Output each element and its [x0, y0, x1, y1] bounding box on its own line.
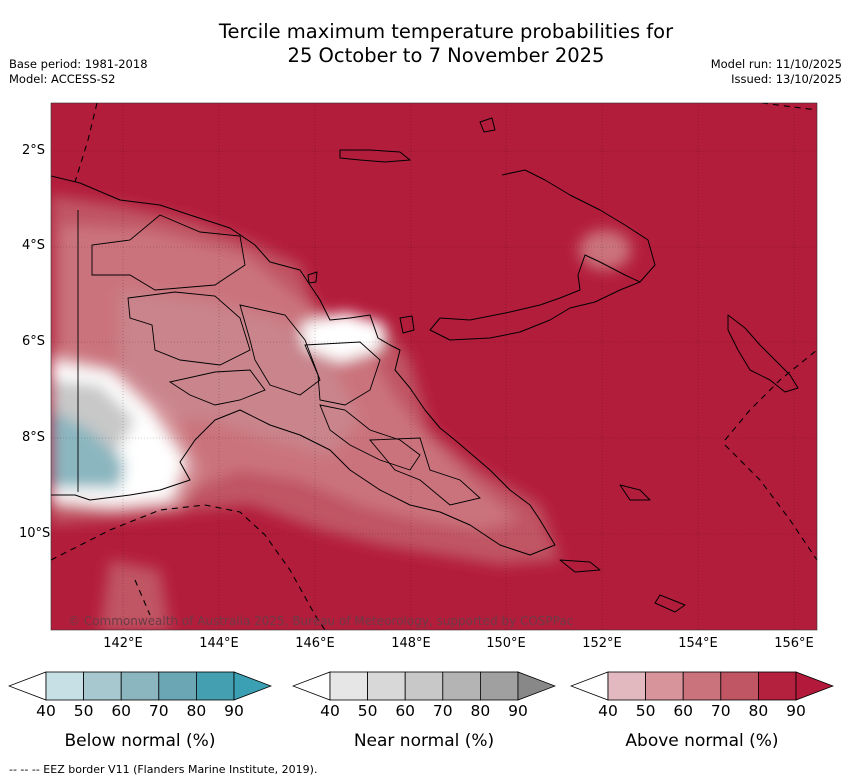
legend-below-normal: 40 50 60 70 80 90 Below normal (%) — [8, 670, 272, 751]
colorbar-segment — [479, 671, 519, 701]
longitude-label: 152°E — [582, 636, 622, 651]
legend-near-normal: 40 50 60 70 80 90 Near normal (%) — [292, 670, 556, 751]
colorbar-high-extension — [795, 671, 834, 701]
colorbar-low-extension — [570, 671, 609, 701]
tick-label: 80 — [186, 702, 207, 720]
title-line-1: Tercile maximum temperature probabilitie… — [218, 20, 674, 43]
province-borders — [77, 210, 481, 506]
coastlines — [51, 117, 799, 613]
colorbar-segment — [757, 671, 797, 701]
tick-label: 60 — [673, 702, 694, 720]
latitude-label: 8°S — [21, 430, 45, 445]
model-name: Model: ACCESS-S2 — [9, 72, 116, 86]
issued-date: Issued: 13/10/2025 — [731, 72, 842, 86]
legend-label: Above normal (%) — [625, 731, 779, 751]
map-area — [51, 103, 817, 630]
copyright-notice: © Commonwealth of Australia 2025, Bureau… — [68, 614, 574, 628]
eez-footnote: -- -- -- EEZ border V11 (Flanders Marine… — [9, 763, 318, 776]
tick-label: 50 — [635, 702, 656, 720]
colorbar-segment — [158, 671, 197, 701]
colorbar-above-normal — [570, 671, 834, 701]
legend-label: Below normal (%) — [64, 731, 216, 751]
colorbar-low-extension — [292, 671, 331, 701]
colorbar-high-extension — [233, 671, 272, 701]
colorbar-segment — [45, 671, 84, 701]
tick-label: 60 — [395, 702, 416, 720]
map-frame — [50, 102, 818, 631]
colorbar-ticks: 40 50 60 70 80 90 — [8, 702, 272, 722]
graticule — [51, 103, 817, 630]
colorbar-segment — [195, 671, 235, 701]
colorbar-low-extension — [8, 671, 47, 701]
legend-label: Near normal (%) — [353, 731, 495, 751]
tick-label: 50 — [73, 702, 94, 720]
tick-label: 40 — [36, 702, 56, 720]
metadata-right: Model run: 11/10/2025 Issued: 13/10/2025 — [711, 57, 842, 87]
colorbar-segment — [329, 671, 368, 701]
latitude-label: 10°S — [19, 526, 51, 541]
colorbar-segment — [83, 671, 122, 701]
tick-label: 40 — [320, 702, 340, 720]
colorbar-ticks: 40 50 60 70 80 90 — [292, 702, 556, 722]
colorbar-ticks: 40 50 60 70 80 90 — [570, 702, 834, 722]
tick-label: 50 — [357, 702, 378, 720]
legend-above-normal: 40 50 60 70 80 90 Above normal (%) — [570, 670, 834, 751]
tick-label: 90 — [224, 702, 244, 720]
longitude-label: 142°E — [103, 636, 143, 651]
colorbar-below-normal — [8, 671, 272, 701]
colorbar-segment — [404, 671, 444, 701]
tick-label: 70 — [148, 702, 169, 720]
longitude-label: 150°E — [486, 636, 526, 651]
latitude-label: 6°S — [21, 334, 45, 349]
longitude-label: 146°E — [295, 636, 335, 651]
colorbar-segment — [442, 671, 481, 701]
map-title: Tercile maximum temperature probabilitie… — [0, 20, 850, 68]
base-period: Base period: 1981-2018 — [9, 57, 148, 71]
longitude-label: 148°E — [391, 636, 431, 651]
latitude-label: 2°S — [21, 143, 45, 158]
colorbar-segment — [682, 671, 722, 701]
tick-label: 90 — [786, 702, 806, 720]
title-line-2: 25 October to 7 November 2025 — [287, 44, 605, 67]
tick-label: 70 — [710, 702, 731, 720]
tick-label: 90 — [508, 702, 528, 720]
colorbar-segment — [120, 671, 160, 701]
probability-map — [50, 102, 818, 631]
eez-borders — [51, 103, 817, 630]
latitude-label: 4°S — [21, 238, 45, 253]
tick-label: 60 — [111, 702, 132, 720]
probability-shading — [51, 195, 631, 630]
colorbar-segment — [607, 671, 646, 701]
colorbar-segment — [720, 671, 759, 701]
model-run: Model run: 11/10/2025 — [710, 57, 842, 71]
tick-label: 40 — [598, 702, 618, 720]
colorbar-near-normal — [292, 671, 556, 701]
longitude-label: 154°E — [678, 636, 718, 651]
colorbar-segment — [367, 671, 406, 701]
longitude-label: 144°E — [199, 636, 239, 651]
colorbar-high-extension — [517, 671, 556, 701]
tick-label: 70 — [432, 702, 453, 720]
longitude-label: 156°E — [774, 636, 814, 651]
tick-label: 80 — [470, 702, 491, 720]
colorbar-segment — [645, 671, 684, 701]
tick-label: 80 — [748, 702, 769, 720]
metadata-left: Base period: 1981-2018 Model: ACCESS-S2 — [9, 57, 148, 87]
